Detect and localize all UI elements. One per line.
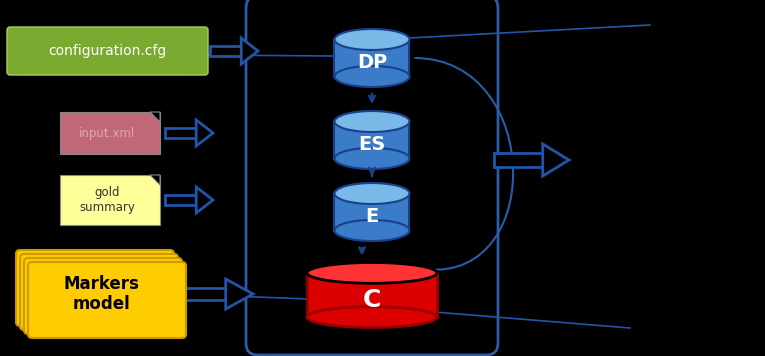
Bar xyxy=(334,194,409,230)
FancyBboxPatch shape xyxy=(246,0,498,355)
Text: E: E xyxy=(366,206,379,225)
FancyBboxPatch shape xyxy=(60,175,160,225)
Bar xyxy=(334,121,409,158)
Ellipse shape xyxy=(307,307,437,328)
Text: gold
summary: gold summary xyxy=(80,186,135,214)
Text: DP: DP xyxy=(357,52,387,72)
Bar xyxy=(494,153,542,167)
FancyBboxPatch shape xyxy=(60,112,160,154)
Text: ES: ES xyxy=(358,135,386,153)
FancyBboxPatch shape xyxy=(7,27,208,75)
Ellipse shape xyxy=(334,220,409,241)
Ellipse shape xyxy=(334,111,409,132)
Bar xyxy=(334,40,409,77)
Text: configuration.cfg: configuration.cfg xyxy=(48,44,167,58)
FancyBboxPatch shape xyxy=(24,258,182,334)
Ellipse shape xyxy=(307,262,437,283)
Text: Markers
model: Markers model xyxy=(63,274,139,313)
FancyBboxPatch shape xyxy=(20,254,178,330)
Ellipse shape xyxy=(334,29,409,50)
FancyBboxPatch shape xyxy=(28,262,186,338)
FancyBboxPatch shape xyxy=(16,250,174,326)
Polygon shape xyxy=(241,38,258,64)
Polygon shape xyxy=(196,187,213,213)
Polygon shape xyxy=(226,279,253,309)
Ellipse shape xyxy=(334,66,409,87)
Bar xyxy=(210,46,241,57)
Polygon shape xyxy=(196,120,213,146)
Bar xyxy=(165,127,196,138)
Polygon shape xyxy=(150,112,160,122)
Text: input.xml: input.xml xyxy=(80,126,135,140)
Polygon shape xyxy=(150,175,160,185)
Text: C: C xyxy=(363,288,381,312)
Bar xyxy=(175,288,226,300)
Bar xyxy=(165,194,196,205)
Ellipse shape xyxy=(334,148,409,169)
Polygon shape xyxy=(542,144,569,176)
Bar xyxy=(307,273,437,317)
Ellipse shape xyxy=(334,183,409,204)
